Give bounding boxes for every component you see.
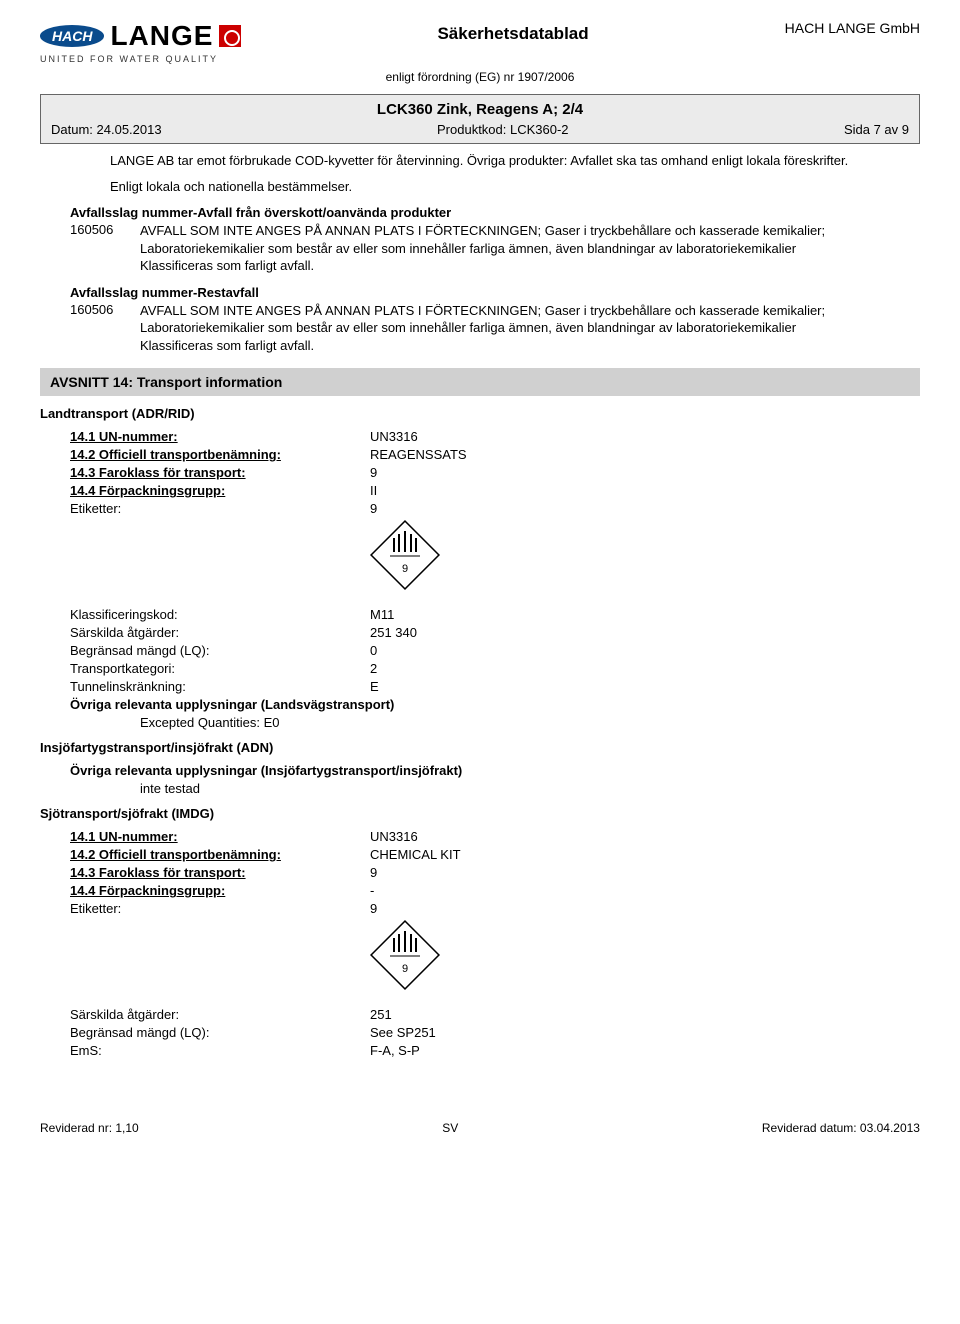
land-special-value: 251 340: [370, 625, 417, 640]
land-un-label: 14.1 UN-nummer:: [70, 429, 370, 444]
land-etik-label: Etiketter:: [70, 501, 370, 516]
land-lq-label: Begränsad mängd (LQ):: [70, 643, 370, 658]
svg-text:9: 9: [402, 563, 408, 575]
land-heading: Landtransport (ADR/RID): [40, 406, 920, 421]
imdg-class-label: 14.3 Faroklass för transport:: [70, 865, 370, 880]
land-un-value: UN3316: [370, 429, 418, 444]
intro-p1: LANGE AB tar emot förbrukade COD-kyvette…: [110, 152, 920, 170]
lange-logo: LANGE: [110, 20, 213, 52]
imdg-etik-label: Etiketter:: [70, 901, 370, 916]
imdg-un-value: UN3316: [370, 829, 418, 844]
imdg-name-label: 14.2 Officiell transportbenämning:: [70, 847, 370, 862]
product-code: Produktkod: LCK360-2: [437, 122, 569, 137]
product-title: LCK360 Zink, Reagens A; 2/4: [51, 101, 909, 118]
imdg-pg-value: -: [370, 883, 374, 898]
red-logo-icon: [219, 25, 241, 47]
imdg-heading: Sjötransport/sjöfrakt (IMDG): [40, 806, 920, 821]
land-name-value: REAGENSSATS: [370, 447, 467, 462]
land-pg-value: II: [370, 483, 377, 498]
land-kcode-value: M11: [370, 607, 394, 622]
land-pg-label: 14.4 Förpackningsgrupp:: [70, 483, 370, 498]
title-box: LCK360 Zink, Reagens A; 2/4 Datum: 24.05…: [40, 94, 920, 144]
land-tcat-label: Transportkategori:: [70, 661, 370, 676]
waste1-text: AVFALL SOM INTE ANGES PÅ ANNAN PLATS I F…: [140, 223, 825, 256]
waste2-class: Klassificeras som farligt avfall.: [140, 338, 314, 353]
imdg-class-value: 9: [370, 865, 377, 880]
logo-block: HACH LANGE UNITED FOR WATER QUALITY: [40, 20, 241, 64]
imdg-un-label: 14.1 UN-nummer:: [70, 829, 370, 844]
land-etik-value: 9: [370, 501, 377, 516]
waste1-heading: Avfallsslag nummer-Avfall från överskott…: [70, 205, 920, 220]
date-label: Datum: 24.05.2013: [51, 122, 162, 137]
document-title: Säkerhetsdatablad: [241, 24, 784, 44]
land-tunnel-label: Tunnelinskränkning:: [70, 679, 370, 694]
footer-left: Reviderad nr: 1,10: [40, 1121, 139, 1135]
land-name-label: 14.2 Officiell transportbenämning:: [70, 447, 370, 462]
adn-other-heading: Övriga relevanta upplysningar (Insjöfart…: [70, 763, 462, 778]
land-special-label: Särskilda åtgärder:: [70, 625, 370, 640]
land-class-value: 9: [370, 465, 377, 480]
svg-text:9: 9: [402, 963, 408, 975]
imdg-special-label: Särskilda åtgärder:: [70, 1007, 370, 1022]
page-number: Sida 7 av 9: [844, 122, 909, 137]
adn-other-value: inte testad: [140, 781, 920, 796]
tagline: UNITED FOR WATER QUALITY: [40, 54, 241, 64]
waste2-heading: Avfallsslag nummer-Restavfall: [70, 285, 920, 300]
hazard-diamond-icon: 9: [370, 520, 920, 593]
footer-center: SV: [442, 1121, 458, 1135]
imdg-ems-value: F-A, S-P: [370, 1043, 420, 1058]
imdg-etik-value: 9: [370, 901, 377, 916]
land-other-heading: Övriga relevanta upplysningar (Landsvägs…: [70, 697, 394, 712]
footer-right: Reviderad datum: 03.04.2013: [762, 1121, 920, 1135]
waste2-text: AVFALL SOM INTE ANGES PÅ ANNAN PLATS I F…: [140, 303, 825, 336]
waste2-code: 160506: [70, 302, 140, 355]
imdg-pg-label: 14.4 Förpackningsgrupp:: [70, 883, 370, 898]
imdg-name-value: CHEMICAL KIT: [370, 847, 461, 862]
intro-p2: Enligt lokala och nationella bestämmelse…: [110, 178, 920, 196]
hach-logo: HACH: [40, 25, 104, 47]
waste1-class: Klassificeras som farligt avfall.: [140, 258, 314, 273]
section14-bar: AVSNITT 14: Transport information: [40, 368, 920, 396]
land-lq-value: 0: [370, 643, 377, 658]
imdg-lq-value: See SP251: [370, 1025, 436, 1040]
land-kcode-label: Klassificeringskod:: [70, 607, 370, 622]
regulation-line: enligt förordning (EG) nr 1907/2006: [40, 70, 920, 84]
land-class-label: 14.3 Faroklass för transport:: [70, 465, 370, 480]
waste1-code: 160506: [70, 222, 140, 275]
land-tcat-value: 2: [370, 661, 377, 676]
adn-heading: Insjöfartygstransport/insjöfrakt (ADN): [40, 740, 920, 755]
imdg-special-value: 251: [370, 1007, 392, 1022]
imdg-ems-label: EmS:: [70, 1043, 370, 1058]
land-other-value: Excepted Quantities: E0: [140, 715, 920, 730]
land-tunnel-value: E: [370, 679, 379, 694]
company-name: HACH LANGE GmbH: [785, 20, 920, 36]
hazard-diamond-icon-2: 9: [370, 920, 920, 993]
imdg-lq-label: Begränsad mängd (LQ):: [70, 1025, 370, 1040]
